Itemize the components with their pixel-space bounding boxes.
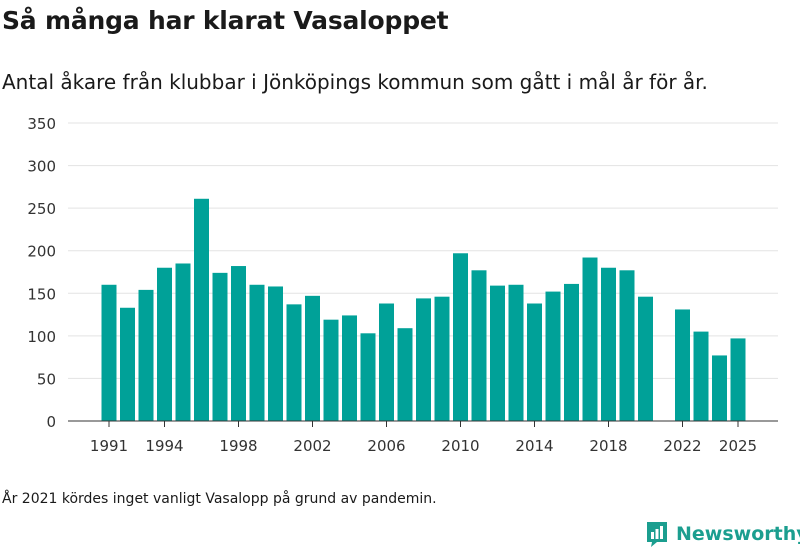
x-tick-label: 2010 — [441, 437, 479, 455]
bars — [101, 198, 746, 421]
bar-2009 — [434, 296, 450, 421]
bar-2022 — [675, 309, 690, 421]
y-tick-label: 200 — [27, 243, 56, 261]
newsworthy-logo-icon — [647, 522, 667, 547]
x-tick-label: 2006 — [367, 437, 405, 455]
x-tick-label: 1998 — [219, 437, 257, 455]
bar-2014 — [527, 303, 542, 421]
y-tick-label: 0 — [46, 413, 56, 431]
bar-2010 — [453, 253, 468, 421]
bar-1995 — [175, 263, 191, 421]
y-tick-label: 350 — [27, 115, 56, 133]
bar-1991 — [101, 284, 117, 421]
bar-2025 — [730, 338, 746, 421]
bar-1998 — [231, 266, 246, 421]
chart-subtitle: Antal åkare från klubbar i Jönköpings ko… — [2, 70, 708, 94]
x-tick-label: 2014 — [515, 437, 553, 455]
brand-name: Newsworthy — [676, 523, 800, 545]
brand-logo: Newsworthy — [645, 520, 800, 548]
bar-2004 — [342, 315, 357, 421]
bar-2000 — [268, 286, 283, 421]
bar-2015 — [545, 291, 561, 421]
bar-2002 — [305, 295, 320, 421]
bar-2024 — [712, 355, 727, 421]
x-tick-label: 2002 — [293, 437, 331, 455]
bar-2018 — [601, 267, 616, 421]
bar-2001 — [286, 304, 302, 421]
bar-2007 — [397, 328, 413, 421]
bar-2011 — [471, 270, 487, 421]
bar-1992 — [120, 307, 135, 421]
bar-2017 — [582, 257, 598, 421]
bar-1993 — [138, 289, 154, 421]
bar-2006 — [379, 303, 394, 421]
bar-2020 — [638, 296, 653, 421]
y-tick-label: 300 — [27, 158, 56, 176]
x-tick-label: 2025 — [719, 437, 757, 455]
chart-title: Så många har klarat Vasaloppet — [2, 6, 449, 35]
bar-1994 — [157, 267, 172, 421]
x-tick-label: 1994 — [145, 437, 183, 455]
x-tick-label: 2018 — [589, 437, 627, 455]
y-tick-label: 100 — [27, 328, 56, 346]
bar-1997 — [212, 272, 228, 421]
x-tick-label: 2022 — [663, 437, 701, 455]
y-tick-label: 150 — [27, 285, 56, 303]
bar-2005 — [360, 333, 376, 421]
bar-2013 — [508, 284, 524, 421]
y-axis-labels: 0 50 100 150 200 250 300 350 — [27, 115, 56, 431]
bar-2019 — [619, 270, 635, 421]
x-axis-ticks: 1991 1994 1998 2002 2006 2010 2014 2018 2022 2025 — [90, 421, 757, 455]
bar-2008 — [416, 298, 431, 421]
footnote: År 2021 kördes inget vanligt Vasalopp på… — [2, 491, 437, 507]
y-tick-label: 50 — [37, 370, 56, 388]
bar-1996 — [194, 198, 209, 421]
y-tick-label: 250 — [27, 200, 56, 218]
x-tick-label: 1991 — [90, 437, 128, 455]
bar-2012 — [490, 285, 505, 421]
bar-2016 — [564, 283, 579, 421]
bar-2023 — [693, 331, 709, 421]
bar-2003 — [323, 319, 339, 421]
bar-1999 — [249, 284, 265, 421]
